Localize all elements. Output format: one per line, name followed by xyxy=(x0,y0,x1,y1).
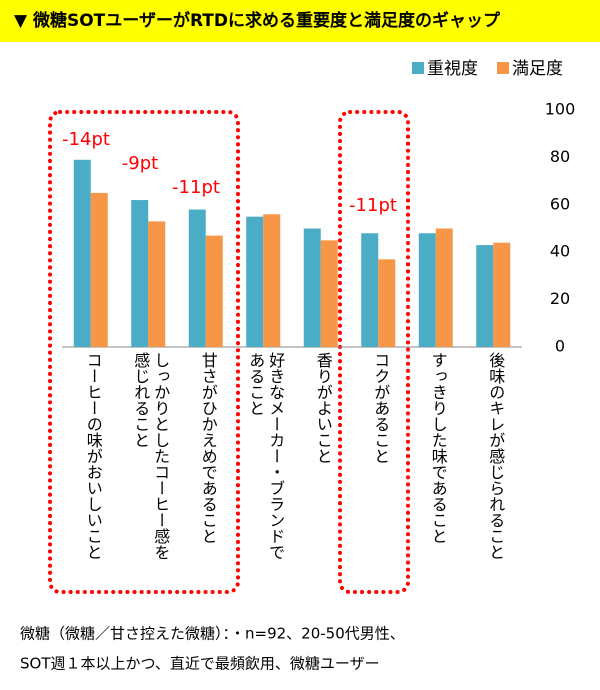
x-tick-label: 甘さがひかえめであること xyxy=(198,352,218,544)
highlight-box xyxy=(48,110,240,594)
x-tick-label: コクがあること xyxy=(371,352,391,464)
y-tick-label: 100 xyxy=(545,100,576,119)
bar xyxy=(188,209,206,347)
legend-swatch xyxy=(497,62,509,74)
y-tick-label: 60 xyxy=(550,194,570,213)
bar xyxy=(418,233,436,347)
gap-annotation: -11pt xyxy=(172,177,220,198)
footnote: 微糖（微糖／甘さ控えた微糖）：・n=92、20-50代男性、 xyxy=(20,625,405,643)
bar xyxy=(148,221,166,347)
x-tick-label: しっかりとしたコーヒー感を感じれること xyxy=(131,352,171,560)
bar xyxy=(320,240,338,347)
legend-label: 満足度 xyxy=(512,59,563,79)
gap-annotation: -11pt xyxy=(349,195,397,216)
y-tick-label: 40 xyxy=(550,242,570,261)
x-tick-label: 香りがよいこと xyxy=(313,352,333,464)
bar xyxy=(435,228,453,347)
x-tick-label: 好きなメーカー・ブランドであること xyxy=(246,352,286,560)
bar xyxy=(246,216,264,347)
bar xyxy=(90,192,108,347)
legend-swatch xyxy=(412,62,424,74)
bar xyxy=(263,214,281,347)
chart-title: ▼ 微糖SOTユーザーがRTDに求める重要度と満足度のギャップ xyxy=(14,10,501,31)
bar xyxy=(73,159,91,347)
gap-annotation: -9pt xyxy=(122,153,158,174)
bar xyxy=(493,242,511,347)
bar xyxy=(131,200,149,347)
gap-annotation: -14pt xyxy=(62,129,110,150)
y-tick-label: 20 xyxy=(550,289,570,308)
x-tick-label: 後味のキレが感じられること xyxy=(486,352,506,560)
bar xyxy=(303,228,321,347)
bar xyxy=(361,233,379,347)
legend-label: 重視度 xyxy=(427,59,478,79)
x-tick-label: すっきりした味であること xyxy=(428,352,448,544)
footnote: SOT週１本以上かつ、直近で最頻飲用、微糖ユーザー xyxy=(20,655,380,673)
title-bar xyxy=(0,0,600,42)
bar xyxy=(476,245,494,347)
y-tick-label: 80 xyxy=(550,147,570,166)
x-tick-label: コーヒーの味がおいしいこと xyxy=(83,352,103,560)
bar xyxy=(205,235,223,347)
y-tick-label: 0 xyxy=(555,337,565,356)
bar xyxy=(378,259,396,347)
